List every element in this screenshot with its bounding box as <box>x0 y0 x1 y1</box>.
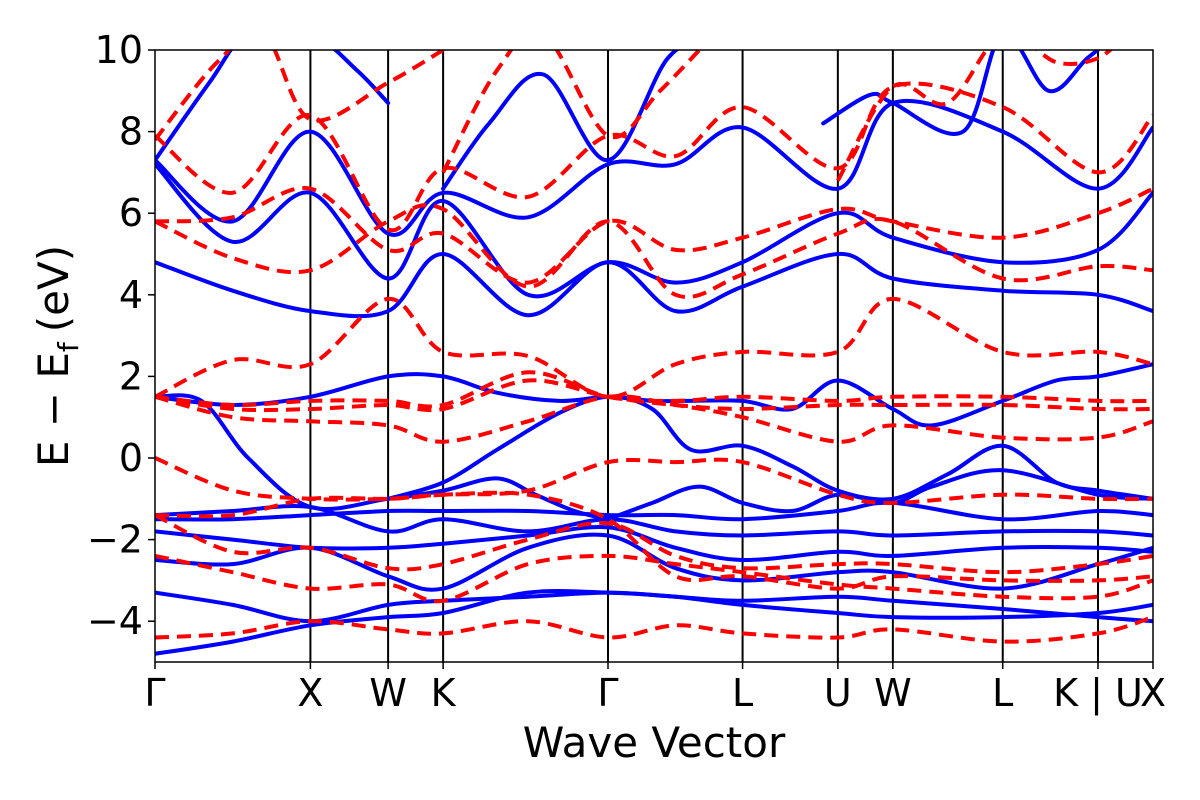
band-line-solid <box>155 50 391 163</box>
y-axis-label-subscript: f <box>52 341 85 352</box>
plot-frame <box>154 49 1154 663</box>
y-axis-label-unit: (eV) <box>29 245 78 332</box>
y-tick-label: 6 <box>119 191 143 235</box>
y-tick-label: 2 <box>119 354 143 398</box>
x-tick-label: W <box>874 671 912 715</box>
x-tick-label: Γ <box>144 671 165 715</box>
band-line-dashed <box>155 615 1153 644</box>
x-tick-label: K <box>431 671 457 715</box>
band-line-solid <box>155 251 1153 319</box>
band-line-solid <box>821 50 1101 136</box>
band-line-solid <box>155 162 1153 299</box>
y-tick-label: 4 <box>119 273 143 317</box>
band-line-dashed <box>441 50 703 174</box>
x-tick-label: L <box>732 671 753 715</box>
x-tick-label: U <box>824 671 852 715</box>
bands-group <box>155 50 1153 656</box>
x-tick-label: L <box>992 671 1013 715</box>
band-line-dashed <box>155 378 1153 413</box>
x-axis-label: Wave Vector <box>523 718 786 767</box>
band-line-solid <box>155 525 1153 563</box>
band-line-solid <box>386 394 1153 502</box>
x-tick-label: X <box>1140 671 1166 715</box>
x-tick-label: Γ <box>597 671 618 715</box>
y-axis-label: E − Ef (eV) <box>29 245 85 467</box>
band-line-dashed <box>155 296 1153 399</box>
band-line-dashed <box>155 490 1153 591</box>
band-line-solid <box>155 98 1153 237</box>
y-tick-label: −4 <box>87 599 143 643</box>
band-line-dashed <box>155 370 1153 409</box>
band-line-dashed <box>155 50 445 142</box>
y-tick-label: 8 <box>119 110 143 154</box>
y-tick-label: −2 <box>87 518 143 562</box>
band-line-dashed <box>155 186 1153 285</box>
band-line-dashed <box>155 81 1153 233</box>
band-line-solid <box>441 50 680 191</box>
band-line-dashed <box>836 50 1114 182</box>
y-axis-label-main: E − E <box>29 352 78 467</box>
band-line-dashed <box>155 513 1153 575</box>
high-symmetry-lines <box>309 50 1099 662</box>
x-tick-label: W <box>369 671 407 715</box>
band-line-solid <box>155 500 1153 522</box>
y-tick-label: 10 <box>95 28 143 72</box>
y-tick-label: 0 <box>119 436 143 480</box>
y-axis-ticks: −4 −2 0 2 4 6 8 10 <box>87 28 155 643</box>
x-tick-label: K | U <box>1053 671 1143 716</box>
band-line-dashed <box>155 203 1153 299</box>
x-tick-label: X <box>297 671 323 715</box>
